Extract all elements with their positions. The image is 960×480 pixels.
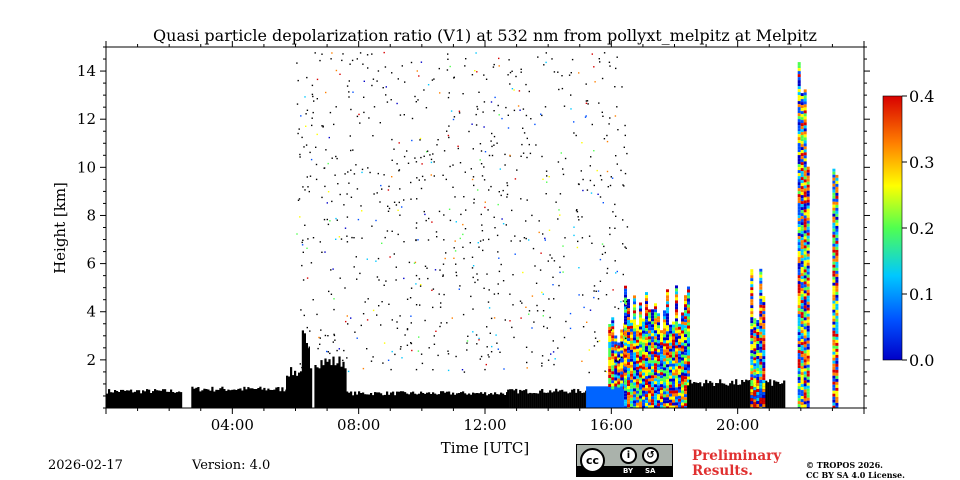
y-axis: 2 4 6 8 10 12 14: [77, 46, 870, 409]
signal-region-0: [106, 389, 183, 408]
cc-by-icon: i: [620, 447, 637, 464]
cc-license-badge: cc i ↺ BY SA: [576, 444, 673, 477]
footer-version: Version: 4.0: [192, 458, 271, 473]
x-tick-label-2: 12:00: [463, 416, 506, 434]
copyright-line1: © TROPOS 2026.: [806, 460, 883, 470]
y-tick-label-3: 8: [86, 206, 96, 224]
y-tick-label-5: 12: [77, 110, 96, 128]
chart-title: Quasi particle depolarization ratio (V1)…: [153, 26, 817, 45]
x-axis: 04:00 08:00 12:00 16:00 20:00: [105, 41, 865, 434]
colorbar-tick-label-1: 0.1: [909, 285, 934, 304]
y-tick-label-6: 14: [77, 62, 96, 80]
x-tick-label-0: 04:00: [211, 416, 254, 434]
x-tick-label-1: 08:00: [337, 416, 380, 434]
signal-region-11: [750, 268, 766, 408]
signal-region-5: [346, 391, 509, 408]
footer-date: 2026-02-17: [48, 458, 123, 473]
cc-sa-label: SA: [645, 467, 656, 475]
cc-logo-icon: cc: [580, 448, 605, 473]
y-tick-label-4: 10: [77, 158, 96, 176]
signal-region-13: [832, 168, 839, 408]
x-tick-label-3: 16:00: [590, 416, 633, 434]
colorbar-tick-label-2: 0.2: [909, 219, 934, 238]
signal-region-12: [797, 62, 810, 408]
preliminary-line2: Results.: [692, 463, 753, 479]
copyright-notice: © TROPOS 2026. CC BY SA 4.0 License.: [806, 460, 905, 480]
x-tick-label-4: 20:00: [716, 416, 759, 434]
colorbar-tick-label-0: 0.0: [909, 351, 934, 370]
colorbar-axis: 0.0 0.1 0.2 0.3 0.4: [902, 87, 934, 370]
signal-region-4: [314, 356, 347, 408]
y-tick-label-1: 4: [86, 303, 96, 321]
colorbar-tick-label-4: 0.4: [909, 87, 934, 106]
signal-region-9: [624, 285, 690, 408]
y-tick-label-2: 6: [86, 255, 96, 273]
signal-region-7: [586, 386, 624, 408]
signal-region-10: [687, 379, 786, 408]
signal-region-3: [301, 330, 310, 408]
preliminary-notice: Preliminary Results.: [692, 449, 781, 479]
signal-region-8: [608, 317, 627, 390]
colorbar: [882, 95, 903, 361]
plot-area: [106, 51, 839, 408]
y-axis-label: Height [km]: [51, 182, 69, 274]
x-axis-label: Time [UTC]: [441, 439, 530, 457]
colorbar-tick-label-3: 0.3: [909, 153, 934, 172]
y-tick-label-0: 2: [86, 351, 96, 369]
cc-by-label: BY: [623, 467, 634, 475]
copyright-line2: CC BY SA 4.0 License.: [806, 470, 905, 480]
preliminary-line1: Preliminary: [692, 448, 782, 464]
cc-sa-icon: ↺: [642, 447, 659, 464]
noise-speckle: [296, 51, 629, 374]
signal-region-1: [191, 386, 288, 408]
